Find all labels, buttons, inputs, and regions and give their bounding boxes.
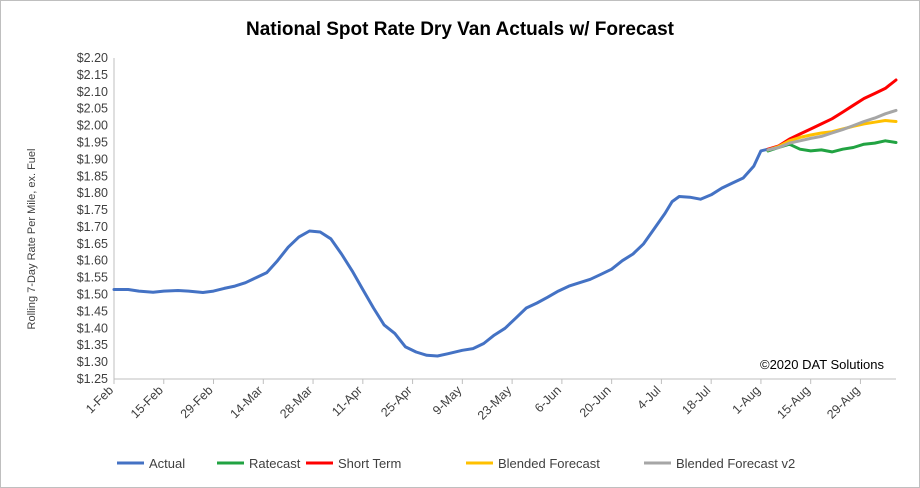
series-line-short-term	[766, 78, 898, 151]
x-tick-label: 29-Feb	[178, 383, 216, 421]
chart-title: National Spot Rate Dry Van Actuals w/ Fo…	[246, 19, 675, 40]
legend-label: Actual	[149, 456, 185, 471]
y-tick-label: $1.95	[77, 135, 108, 149]
y-tick-label: $1.45	[77, 304, 108, 318]
legend-label: Blended Forecast	[498, 456, 600, 471]
y-tick-label: $1.25	[77, 372, 108, 386]
series-line-actual	[112, 147, 770, 358]
series-line-blended-forecast-v2	[766, 108, 898, 152]
y-tick-label: $2.15	[77, 68, 108, 82]
legend-label: Short Term	[338, 456, 401, 471]
y-tick-label: $1.35	[77, 338, 108, 352]
y-tick-label: $1.90	[77, 152, 108, 166]
y-tick-label: $2.00	[77, 119, 108, 133]
y-tick-label: $1.75	[77, 203, 108, 217]
x-tick-label: 23-May	[475, 383, 515, 423]
legend-label: Blended Forecast v2	[676, 456, 795, 471]
y-tick-label: $2.20	[77, 51, 108, 65]
y-tick-label: $2.10	[77, 85, 108, 99]
y-tick-label: $1.55	[77, 271, 108, 285]
x-tick-label: 25-Apr	[378, 383, 414, 419]
y-tick-label: $2.05	[77, 102, 108, 116]
x-tick-label: 15-Aug	[774, 383, 812, 421]
x-tick-label: 6-Jun	[532, 383, 564, 415]
y-tick-label: $1.50	[77, 288, 108, 302]
x-tick-label: 9-May	[430, 383, 465, 418]
y-tick-label: $1.65	[77, 237, 108, 251]
y-tick-label: $1.40	[77, 321, 108, 335]
legend: Actual Ratecast Short Term Blended Forecast…	[117, 456, 795, 471]
x-tick-label: 14-Mar	[228, 383, 266, 421]
legend-label: Ratecast	[249, 456, 301, 471]
x-tick-label: 15-Feb	[128, 383, 166, 421]
y-tick-label: $1.70	[77, 220, 108, 234]
x-tick-label: 28-Mar	[277, 383, 315, 421]
series-layer	[112, 78, 898, 358]
copyright-annotation: ©2020 DAT Solutions	[760, 357, 885, 372]
x-tick-label: 29-Aug	[824, 383, 862, 421]
x-tick-label: 1-Aug	[730, 383, 764, 417]
y-tick-label: $1.80	[77, 186, 108, 200]
y-tick-label: $1.60	[77, 254, 108, 268]
x-tick-label: 20-Jun	[577, 383, 614, 420]
x-tick-label: 4-Jul	[634, 383, 663, 412]
x-tick-label: 1-Feb	[83, 383, 116, 416]
y-axis-label: Rolling 7-Day Rate Per Mile, ex. Fuel	[26, 149, 38, 330]
x-tick-label: 11-Apr	[329, 383, 365, 419]
x-tick-label: 18-Jul	[679, 383, 713, 417]
y-tick-label: $1.85	[77, 169, 108, 183]
y-tick-label: $1.30	[77, 355, 108, 369]
